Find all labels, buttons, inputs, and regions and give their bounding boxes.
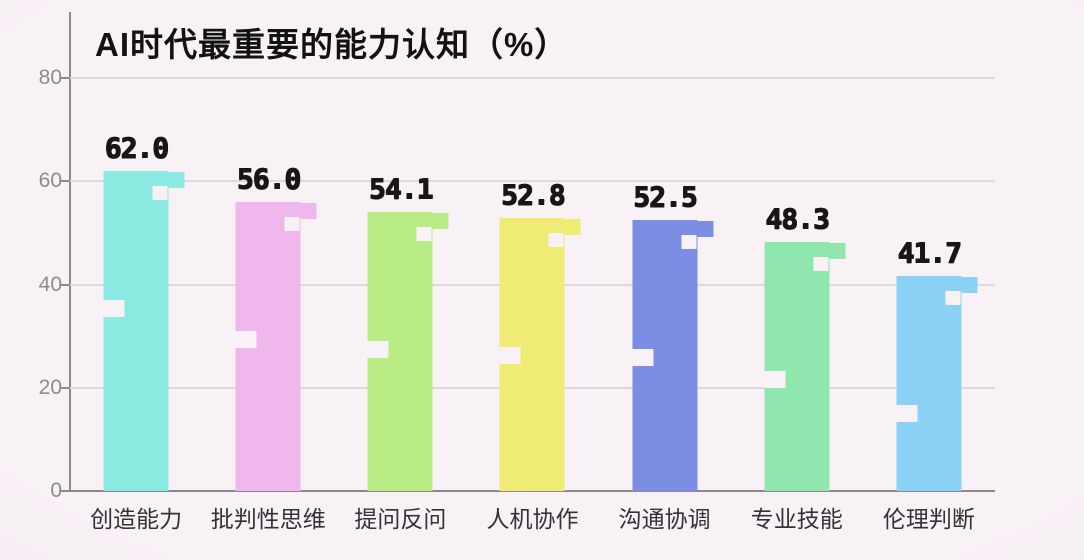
bar-cap-square <box>564 219 581 236</box>
bar: 41.7 <box>896 236 978 491</box>
bar-top-notch <box>284 216 300 231</box>
bar-cap-square <box>168 171 185 188</box>
bar-cap-square <box>961 276 978 293</box>
bar-left-notch <box>499 347 521 365</box>
y-axis-tick <box>60 77 70 79</box>
gridline <box>70 77 995 79</box>
y-axis-tick <box>60 386 70 389</box>
y-axis-tick-label: 40 <box>38 272 62 296</box>
bar-value-label: 54.1 <box>368 171 433 205</box>
x-axis-label: 沟通协调 <box>618 506 711 532</box>
bar: 48.3 <box>764 202 846 491</box>
y-axis-tick <box>60 180 70 183</box>
bar-column: 62.0 <box>70 78 202 491</box>
bar-top-notch <box>152 185 168 200</box>
bar: 54.1 <box>367 172 449 491</box>
bar-value-label: 52.8 <box>500 178 565 212</box>
bar-top-notch <box>945 290 961 305</box>
bar-value-label: 48.3 <box>765 201 829 235</box>
chart-title: AI时代最重要的能力认知（%） <box>95 26 569 63</box>
bar-column: 41.7 <box>863 78 995 491</box>
bar-cap-square <box>829 242 846 259</box>
x-axis-label: 人机协作 <box>486 506 579 532</box>
bar-column: 56.0 <box>202 78 334 491</box>
bar-value-label: 62.0 <box>104 130 168 164</box>
gridline <box>70 180 995 183</box>
bar: 52.5 <box>632 180 714 491</box>
y-axis-tick-label: 0 <box>50 479 62 502</box>
y-axis-tick <box>60 283 70 286</box>
bar-value-label: 52.5 <box>632 179 697 213</box>
x-axis-label: 专业技能 <box>750 506 843 532</box>
bar-value-label: 56.0 <box>236 161 300 195</box>
bar-value-label: 41.7 <box>897 235 961 269</box>
y-axis-tick-label: 60 <box>38 169 62 193</box>
bar-cap-square <box>300 202 317 219</box>
x-axis-line <box>70 490 995 492</box>
bar-cap-square <box>432 212 449 229</box>
y-axis-tick-label: 80 <box>38 66 62 89</box>
bar-left-notch <box>103 299 125 317</box>
y-axis-line <box>69 12 71 492</box>
x-axis-label: 批判性思维 <box>210 506 326 532</box>
bar-left-notch <box>367 340 389 358</box>
bar: 56.0 <box>235 162 317 491</box>
bar: 52.8 <box>499 178 581 491</box>
bar-left-notch <box>235 330 257 348</box>
bar-column: 52.8 <box>466 78 598 491</box>
bar-cap-square <box>697 220 714 237</box>
bar-column: 52.5 <box>599 78 731 491</box>
x-axis-label: 提问反问 <box>354 506 447 532</box>
bar-top-notch <box>416 226 432 241</box>
bar-left-notch <box>632 348 654 366</box>
bar: 62.0 <box>103 131 185 491</box>
bar-column: 54.1 <box>334 78 466 491</box>
bars-row: 62.0 56.0 54.1 52.8 52.5 48.3 41.7 <box>70 78 995 491</box>
bar-column: 48.3 <box>731 78 863 491</box>
bar-left-notch <box>896 404 918 422</box>
x-axis-labels: 创造能力 批判性思维 提问反问 人机协作 沟通协调 专业技能 伦理判断 <box>70 500 995 534</box>
x-axis-label: 创造能力 <box>90 506 183 532</box>
x-axis-label: 伦理判断 <box>882 506 975 532</box>
bar-top-notch <box>681 234 697 249</box>
y-axis-tick-label: 20 <box>38 375 62 399</box>
y-axis-tick <box>60 490 70 492</box>
bar-top-notch <box>813 256 829 271</box>
bar-left-notch <box>764 370 786 388</box>
bar-top-notch <box>548 233 564 248</box>
